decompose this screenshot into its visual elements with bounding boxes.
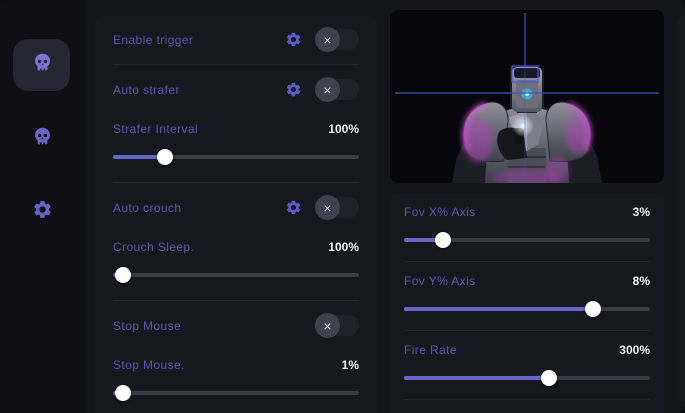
slider-fill xyxy=(404,307,594,311)
slider-value: 100% xyxy=(328,122,359,136)
toggle-knob: × xyxy=(315,313,340,338)
gear-icon[interactable] xyxy=(283,198,303,218)
setting-row-stop-mouse: Stop Mouse × xyxy=(113,301,359,350)
toggle-knob: × xyxy=(315,195,340,220)
slider-thumb[interactable] xyxy=(114,385,131,401)
slider-fill xyxy=(404,238,444,242)
trigger-settings-panel: Enable trigger × Auto strafer × xyxy=(95,15,377,413)
partial-card-edge xyxy=(676,15,685,401)
slider-track xyxy=(113,155,359,159)
sidebar-item-skull-secondary[interactable] xyxy=(27,124,57,154)
setting-row-auto-crouch: Auto crouch × xyxy=(113,183,359,232)
stop-mouse-toggle[interactable]: × xyxy=(315,313,359,338)
toggle-off-x: × xyxy=(323,31,332,48)
slider-label: Fire Rate xyxy=(404,343,457,357)
slider-fill xyxy=(404,376,550,380)
slider-label: Stop Mouse. xyxy=(113,358,185,372)
slider-track xyxy=(404,376,650,380)
slider-fill xyxy=(113,155,165,159)
divider xyxy=(113,64,359,65)
slider-value: 3% xyxy=(632,205,650,219)
slider-thumb[interactable] xyxy=(435,232,452,248)
strafer-interval-slider[interactable] xyxy=(113,149,359,165)
fov-y-axis-slider[interactable] xyxy=(404,301,650,317)
setting-label: Auto crouch xyxy=(113,200,182,215)
slider-track xyxy=(113,273,359,277)
stop-mouse-slider[interactable] xyxy=(113,385,359,401)
skull-icon xyxy=(32,52,53,78)
fire-rate-slider[interactable] xyxy=(404,370,650,386)
divider xyxy=(113,300,359,301)
fov-x-axis-slider[interactable] xyxy=(404,232,650,248)
slider-label: Fov X% Axis xyxy=(404,205,476,219)
setting-label: Stop Mouse xyxy=(113,318,182,333)
sidebar-item-skull-primary[interactable] xyxy=(27,50,57,80)
target-head-box xyxy=(511,65,539,83)
sidebar xyxy=(0,0,86,413)
slider-label: Fov Y% Axis xyxy=(404,274,476,288)
toggle-off-x: × xyxy=(323,317,332,334)
gear-icon[interactable] xyxy=(283,30,303,50)
setting-label: Enable trigger xyxy=(113,32,194,47)
gear-icon xyxy=(32,199,53,225)
divider xyxy=(113,182,359,183)
slider-thumb[interactable] xyxy=(114,267,131,283)
slider-thumb[interactable] xyxy=(541,370,558,386)
toggle-knob: × xyxy=(315,77,340,102)
slider-track xyxy=(404,307,650,311)
slider-value: 8% xyxy=(632,274,650,288)
sidebar-item-settings[interactable] xyxy=(27,197,57,227)
slider-label: Crouch Sleep. xyxy=(113,240,195,254)
setting-label: Auto strafer xyxy=(113,82,180,97)
crouch-sleep-slider[interactable] xyxy=(113,267,359,283)
slider-label: Strafer Interval xyxy=(113,122,199,136)
skull-icon xyxy=(32,126,53,152)
divider xyxy=(404,330,650,331)
slider-thumb[interactable] xyxy=(156,149,173,165)
toggle-off-x: × xyxy=(323,199,332,216)
slider-thumb[interactable] xyxy=(585,301,602,317)
setting-row-enable-trigger: Enable trigger × xyxy=(113,15,359,64)
auto-crouch-toggle[interactable]: × xyxy=(315,195,359,220)
enable-trigger-toggle[interactable]: × xyxy=(315,27,359,52)
gear-icon[interactable] xyxy=(283,80,303,100)
model-preview-viewport xyxy=(390,10,664,183)
divider xyxy=(404,399,650,400)
robot-model xyxy=(452,67,602,183)
divider xyxy=(404,261,650,262)
aim-settings-panel: Fov X% Axis 3% Fov Y% Axis 8% Fire Rate … xyxy=(390,193,664,413)
slider-value: 1% xyxy=(341,358,359,372)
slider-value: 100% xyxy=(328,240,359,254)
slider-track xyxy=(113,391,359,395)
slider-track xyxy=(404,238,650,242)
toggle-off-x: × xyxy=(323,81,332,98)
slider-value: 300% xyxy=(619,343,650,357)
setting-row-auto-strafer: Auto strafer × xyxy=(113,65,359,114)
toggle-knob: × xyxy=(315,27,340,52)
auto-strafer-toggle[interactable]: × xyxy=(315,77,359,102)
crosshair-overlay xyxy=(395,13,659,181)
